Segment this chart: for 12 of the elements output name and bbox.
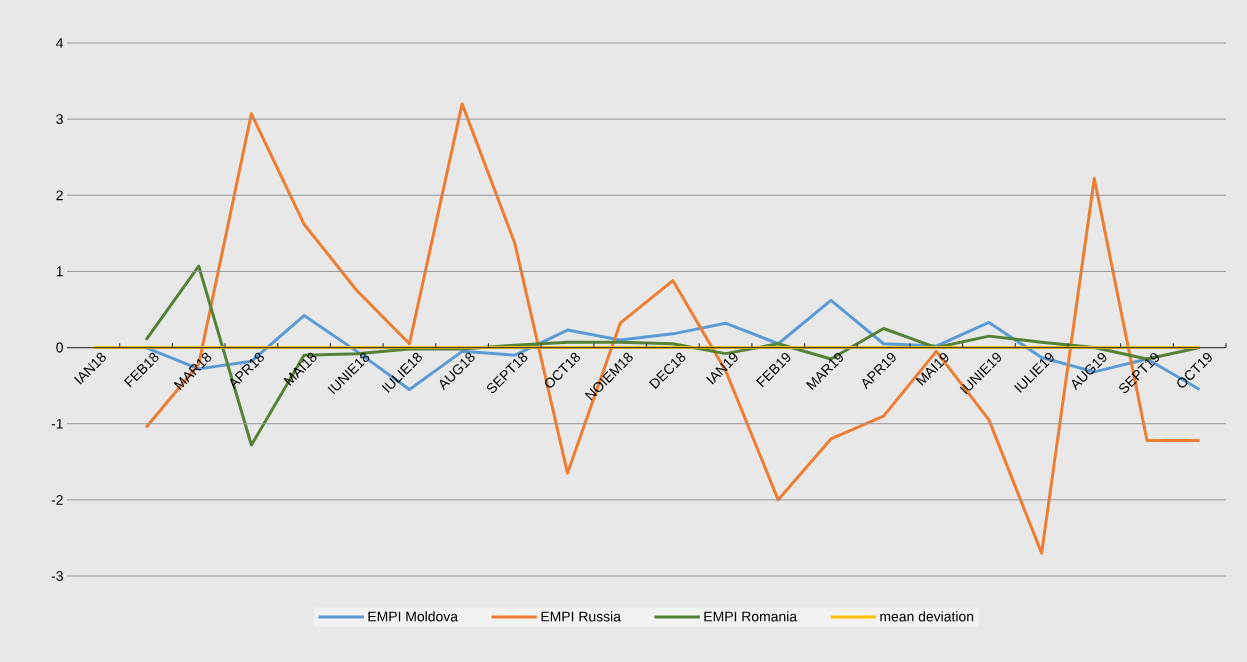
y-tick-label: 2 [56, 190, 63, 201]
legend-label: EMPI Russia [541, 611, 621, 622]
y-tick-label: 3 [56, 114, 63, 125]
y-tick-label: 0 [56, 342, 63, 353]
y-tick-label: 1 [56, 266, 63, 277]
y-tick-label: 4 [56, 38, 64, 48]
y-tick-label: -3 [51, 571, 63, 581]
y-tick-label: -1 [51, 418, 63, 429]
y-tick-label: -2 [51, 494, 63, 505]
legend-label: EMPI Romania [704, 611, 798, 622]
legend-label: mean deviation [880, 611, 974, 622]
legend-label: EMPI Moldova [368, 611, 459, 622]
